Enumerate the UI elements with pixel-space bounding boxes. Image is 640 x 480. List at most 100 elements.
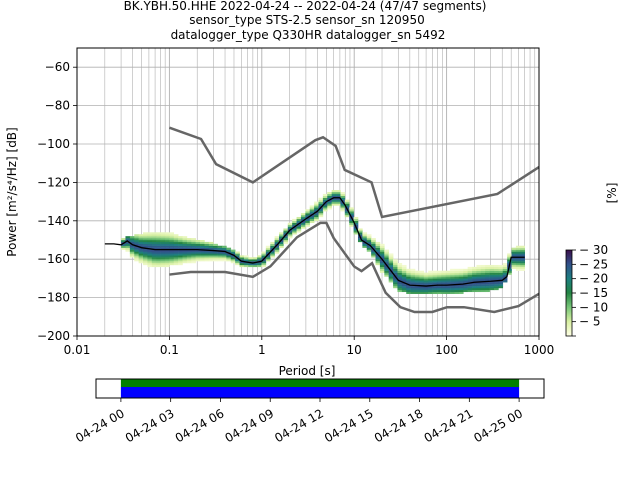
heatmap-cell (169, 240, 175, 243)
heatmap-cell (173, 249, 179, 252)
heatmap-cell (143, 245, 148, 248)
heatmap-cell (432, 280, 438, 283)
heatmap-cell (428, 288, 433, 291)
heatmap-cell (204, 257, 210, 260)
heatmap-cell (393, 261, 398, 264)
heatmap-cell (410, 268, 416, 271)
heatmap-cell (353, 216, 359, 220)
heatmap-cell (208, 259, 214, 262)
heatmap-cell (397, 289, 403, 293)
heatmap-cell (371, 241, 376, 245)
heatmap-cell (467, 286, 473, 289)
heatmap-cell (498, 286, 504, 289)
heatmap-cell (143, 259, 148, 262)
heatmap-cell (191, 247, 196, 250)
heatmap-cell (336, 190, 341, 193)
timeline-tick-label: 04-24 03 (123, 406, 177, 445)
heatmap-cell (507, 272, 512, 275)
heatmap-cell (208, 257, 214, 260)
heatmap-cell (507, 255, 512, 258)
heatmap-cell (428, 272, 433, 275)
heatmap-cell (156, 241, 161, 245)
heatmap-cell (511, 264, 517, 268)
heatmap-cell (287, 222, 293, 225)
heatmap-cell (270, 249, 275, 252)
heatmap-cell (121, 247, 126, 250)
heatmap-cell (423, 282, 429, 285)
heatmap-cell (243, 257, 249, 260)
heatmap-cell (169, 247, 175, 250)
heatmap-cell (476, 284, 482, 287)
heatmap-cell (265, 249, 271, 252)
heatmap-cell (143, 232, 148, 235)
heatmap-cell (502, 278, 508, 281)
heatmap-cell (489, 264, 495, 268)
heatmap-cell (340, 209, 346, 212)
heatmap-cell (208, 255, 214, 258)
heatmap-cell (401, 274, 407, 277)
heatmap-cell (520, 253, 525, 256)
heatmap-cell (270, 243, 275, 246)
heatmap-cell (186, 257, 192, 260)
heatmap-cell (217, 245, 223, 248)
heatmap-cell (445, 270, 451, 273)
heatmap-cell (493, 284, 499, 287)
heatmap-cell (182, 247, 188, 250)
heatmap-cell (349, 213, 354, 216)
heatmap-cell (151, 238, 157, 241)
heatmap-cell (178, 243, 183, 246)
heatmap-cell (186, 240, 192, 243)
heatmap-cell (160, 251, 166, 254)
heatmap-cell (265, 257, 271, 260)
heatmap-cell (450, 289, 455, 293)
heatmap-cell (164, 236, 170, 239)
heatmap-cell (423, 286, 429, 289)
heatmap-cell (397, 276, 403, 279)
heatmap-cell (230, 251, 236, 254)
heatmap-cell (502, 264, 508, 268)
heatmap-cell (156, 249, 161, 252)
heatmap-cell (366, 241, 372, 245)
heatmap-cell (406, 291, 411, 294)
heatmap-cell (147, 251, 153, 254)
heatmap-cell (173, 243, 179, 246)
heatmap-cell (493, 266, 499, 269)
y-tick-label: −160 (37, 252, 70, 266)
heatmap-cell (485, 268, 490, 271)
heatmap-cell (322, 209, 328, 212)
heatmap-cell (138, 261, 144, 264)
heatmap-cell (125, 243, 131, 246)
heatmap-cell (274, 251, 280, 254)
heatmap-cell (134, 243, 139, 246)
heatmap-cell (388, 274, 394, 277)
heatmap-cell (357, 230, 363, 233)
heatmap-cell (164, 245, 170, 248)
heatmap-cell (327, 203, 332, 206)
heatmap-cell (454, 284, 460, 287)
heatmap-cell (134, 234, 139, 237)
heatmap-cell (511, 266, 517, 269)
heatmap-cell (283, 238, 289, 241)
heatmap-cell (195, 251, 201, 254)
heatmap-cell (450, 291, 455, 294)
heatmap-cell (173, 257, 179, 260)
heatmap-cell (375, 245, 381, 248)
heatmap-cell (441, 278, 447, 281)
heatmap-cell (480, 288, 486, 291)
heatmap-cell (252, 259, 258, 262)
heatmap-cell (436, 276, 442, 279)
y-tick-label: −80 (45, 99, 70, 113)
heatmap-cell (511, 261, 517, 264)
heatmap-cell (485, 284, 490, 287)
heatmap-cell (235, 259, 240, 262)
heatmap-cell (362, 234, 368, 237)
heatmap-cell (340, 207, 346, 210)
heatmap-cell (344, 215, 350, 218)
heatmap-cell (265, 255, 271, 258)
heatmap-cell (160, 264, 166, 268)
heatmap-cell (121, 238, 126, 241)
heatmap-cell (186, 238, 192, 241)
heatmap-cell (423, 278, 429, 281)
heatmap-cell (191, 251, 196, 254)
heatmap-cell (344, 201, 350, 204)
